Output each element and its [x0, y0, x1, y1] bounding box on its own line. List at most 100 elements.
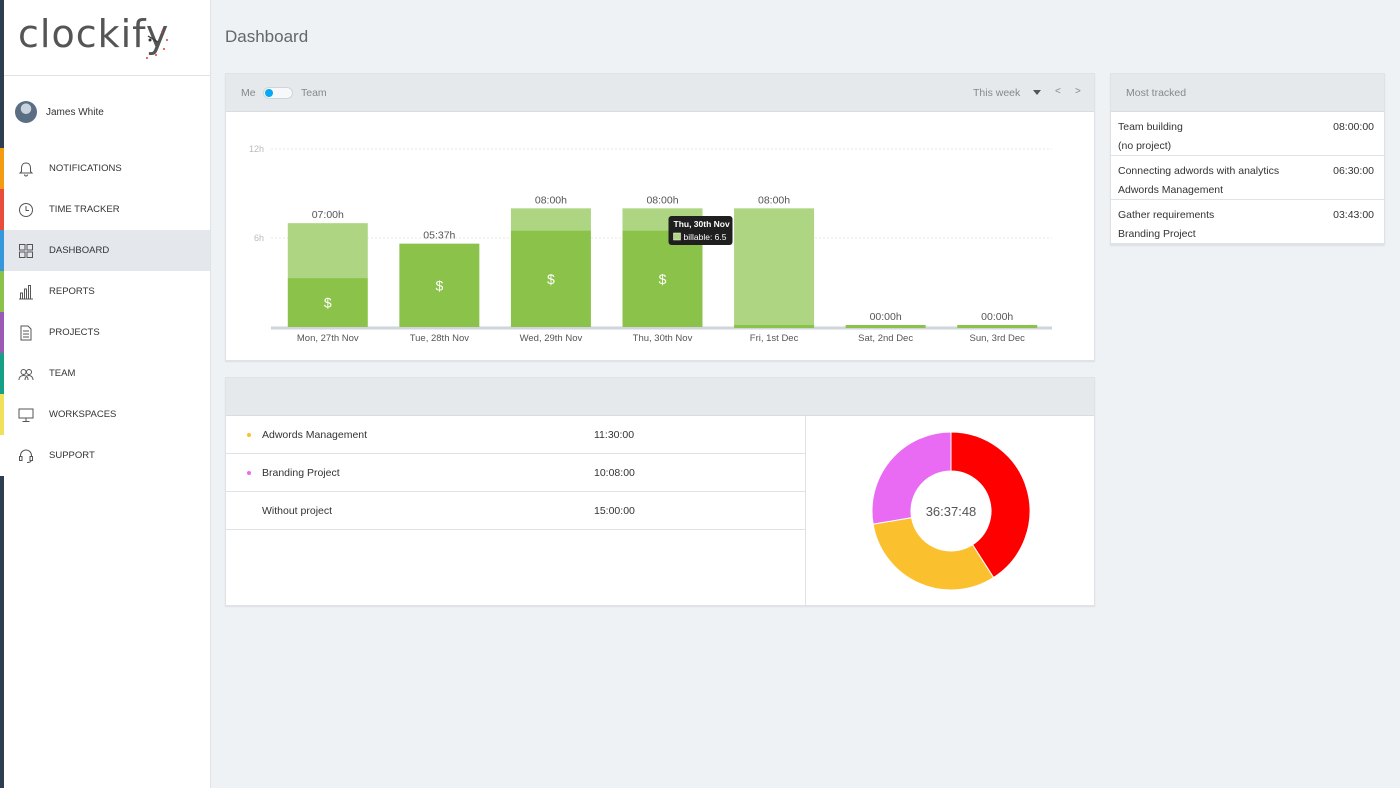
prev-week-button[interactable]: <	[1055, 86, 1061, 97]
bar-segment-nonbillable	[510, 208, 591, 231]
sidebar: clockify James White NOTIFICATIONS TIME T…	[0, 0, 211, 788]
bar-segment-billable	[622, 230, 703, 327]
entry-duration: 06:30:00	[1333, 165, 1374, 177]
entry-title: Team building	[1118, 121, 1183, 133]
tooltip-title: Thu, 30th Nov	[674, 219, 730, 229]
headset-icon	[17, 447, 35, 465]
logo-text: clockify	[18, 12, 170, 56]
tooltip-value: billable: 6.5	[684, 232, 727, 242]
most-tracked-item[interactable]: Gather requirements Branding Project 03:43…	[1111, 200, 1384, 244]
bar-chart-icon	[17, 283, 35, 301]
tooltip-box	[668, 216, 733, 245]
project-row[interactable]: Adwords Management 11:30:00	[226, 416, 805, 454]
nav-color-stripe	[0, 435, 4, 476]
bar-segment-billable	[510, 230, 591, 327]
billable-dollar-icon: $	[547, 271, 555, 287]
bar-total-label: 07:00h	[312, 209, 344, 221]
dashboard-icon	[17, 242, 35, 260]
sidebar-item-label: TEAM	[49, 368, 76, 379]
sidebar-item-projects[interactable]: PROJECTS	[0, 312, 210, 353]
entry-duration: 08:00:00	[1333, 121, 1374, 133]
bar-segment-nonbillable	[287, 223, 368, 279]
most-tracked-item[interactable]: Connecting adwords with analytics Adwords…	[1111, 156, 1384, 200]
most-tracked-header: Most tracked	[1111, 74, 1384, 112]
project-duration: 11:30:00	[594, 429, 635, 441]
bar-total-label: 00:00h	[981, 311, 1013, 323]
project-name: Adwords Management	[262, 429, 368, 441]
nav-color-stripe	[0, 353, 4, 394]
next-week-button[interactable]: >	[1075, 86, 1081, 97]
donut-slice[interactable]	[950, 431, 1031, 579]
sidebar-item-reports[interactable]: REPORTS	[0, 271, 210, 312]
page-title: Dashboard	[225, 27, 309, 46]
bar-segment-nonbillable	[734, 208, 815, 327]
entry-project: Adwords Management	[1118, 184, 1224, 196]
donut-slice[interactable]	[871, 431, 952, 525]
entry-title: Connecting adwords with analytics	[1118, 165, 1280, 177]
team-icon	[17, 365, 35, 383]
avatar	[15, 101, 37, 123]
most-tracked-title: Most tracked	[1126, 87, 1187, 99]
bar-total-label: 08:00h	[646, 194, 678, 206]
monitor-icon	[17, 406, 35, 424]
billable-dollar-icon: $	[659, 271, 667, 287]
entry-title: Gather requirements	[1118, 209, 1215, 221]
project-color-dot	[247, 433, 251, 437]
me-team-toggle[interactable]	[263, 87, 293, 99]
range-select[interactable]: This week	[973, 87, 1021, 99]
bar-segment-empty	[845, 325, 926, 328]
project-row[interactable]: Branding Project 10:08:00	[226, 454, 805, 492]
donut-total-label: 36:37:48	[926, 504, 977, 519]
clock-icon	[17, 201, 35, 219]
bar-chart: 12h 6h $07:00h Mon, 27th Nov $05:37h Tue, 28t…	[249, 144, 1052, 344]
sidebar-item-time-tracker[interactable]: TIME TRACKER	[0, 189, 210, 230]
nav-color-stripe	[0, 230, 4, 271]
nav-color-stripe	[0, 148, 4, 189]
sidebar-item-support[interactable]: SUPPORT	[0, 435, 210, 476]
user-profile[interactable]: James White	[4, 76, 210, 148]
sidebar-item-notifications[interactable]: NOTIFICATIONS	[0, 148, 210, 189]
sidebar-item-label: DASHBOARD	[49, 245, 110, 256]
tooltip-swatch	[673, 232, 681, 241]
user-name: James White	[46, 106, 104, 118]
bar-total-label: 08:00h	[535, 194, 567, 206]
most-tracked-list: Team building (no project) 08:00:00 Connect…	[1111, 112, 1384, 244]
x-tick-label: Mon, 27th Nov	[297, 333, 359, 344]
x-tick-label: Tue, 28th Nov	[410, 333, 470, 344]
nav-color-stripe	[0, 271, 4, 312]
donut-slice[interactable]	[872, 517, 995, 591]
bar-segment-empty	[957, 325, 1038, 328]
y-tick-label: 12h	[249, 144, 264, 154]
x-tick-label: Thu, 30th Nov	[633, 333, 693, 344]
nav-color-stripe	[0, 394, 4, 435]
document-icon	[17, 324, 35, 342]
team-label[interactable]: Team	[301, 87, 327, 99]
bar-segment-billable	[287, 278, 368, 327]
caret-down-icon[interactable]	[1033, 90, 1041, 95]
entry-duration: 03:43:00	[1333, 209, 1374, 221]
sidebar-item-dashboard[interactable]: DASHBOARD	[0, 230, 210, 271]
x-tick-label: Sun, 3rd Dec	[969, 333, 1025, 344]
most-tracked-item[interactable]: Team building (no project) 08:00:00	[1111, 112, 1384, 156]
toggle-knob	[265, 89, 273, 97]
nav-color-stripe	[0, 189, 4, 230]
nav-list: NOTIFICATIONS TIME TRACKER DASHBOARD REPORT…	[0, 148, 210, 476]
project-duration: 10:08:00	[594, 467, 635, 479]
billable-dollar-icon: $	[435, 277, 443, 293]
project-row[interactable]: Without project 15:00:00	[226, 492, 805, 530]
project-name: Branding Project	[262, 467, 340, 479]
sidebar-item-label: PROJECTS	[49, 327, 100, 338]
bar-total-label: 00:00h	[870, 311, 902, 323]
bar-total-label: 05:37h	[423, 230, 455, 242]
bar-segment-billable-base	[734, 325, 815, 328]
project-color-dot	[247, 471, 251, 475]
nav-color-stripe	[0, 312, 4, 353]
sidebar-item-workspaces[interactable]: WORKSPACES	[0, 394, 210, 435]
x-tick-label: Fri, 1st Dec	[750, 333, 799, 344]
me-label[interactable]: Me	[241, 87, 256, 99]
logo[interactable]: clockify	[4, 0, 210, 76]
y-tick-label: 6h	[254, 233, 264, 243]
sidebar-item-team[interactable]: TEAM	[0, 353, 210, 394]
clock-logo-icon	[146, 31, 168, 59]
week-chart-card: Me Team This week < > 12h 6h $07:00h Mon, 2…	[225, 73, 1095, 361]
